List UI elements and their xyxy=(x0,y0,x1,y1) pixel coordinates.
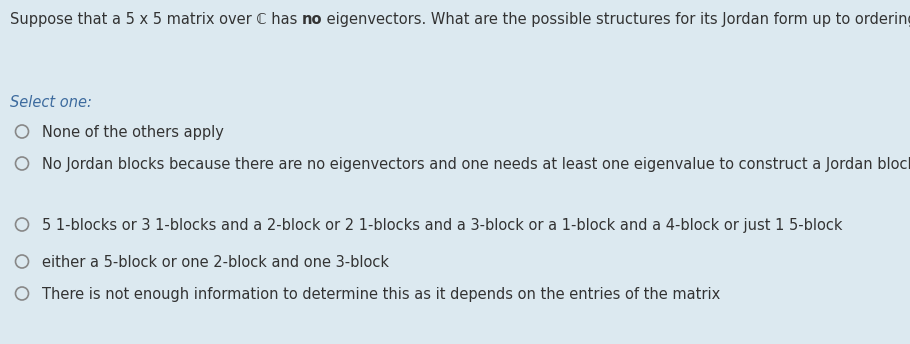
Text: eigenvectors. What are the possible structures for its Jordan form up to orderin: eigenvectors. What are the possible stru… xyxy=(322,12,910,27)
Text: Suppose that a 5 x 5 matrix over ℂ has: Suppose that a 5 x 5 matrix over ℂ has xyxy=(10,12,302,27)
Text: No Jordan blocks because there are no eigenvectors and one needs at least one ei: No Jordan blocks because there are no ei… xyxy=(42,157,910,172)
Text: Select one:: Select one: xyxy=(10,95,92,110)
Text: There is not enough information to determine this as it depends on the entries o: There is not enough information to deter… xyxy=(42,287,720,302)
Text: no: no xyxy=(302,12,322,27)
Text: 5 1-blocks or 3 1-blocks and a 2-block or 2 1-blocks and a 3-block or a 1-block : 5 1-blocks or 3 1-blocks and a 2-block o… xyxy=(42,218,843,233)
Text: None of the others apply: None of the others apply xyxy=(42,125,224,140)
Text: either a 5-block or one 2-block and one 3-block: either a 5-block or one 2-block and one … xyxy=(42,255,389,270)
